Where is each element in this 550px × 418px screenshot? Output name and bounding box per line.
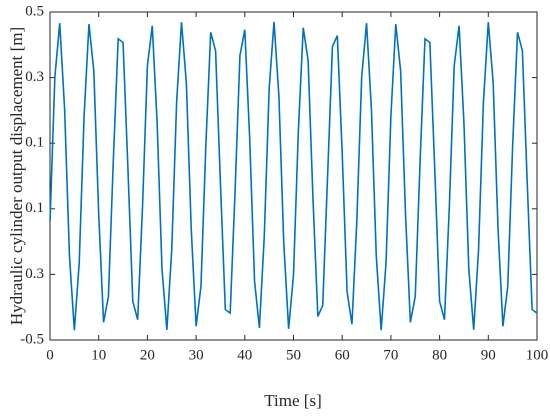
y-tick-label: 0.1 bbox=[25, 135, 44, 151]
y-tick-label: 0.5 bbox=[25, 3, 44, 19]
x-tick-label: 60 bbox=[335, 347, 350, 363]
x-tick-label: 70 bbox=[383, 347, 398, 363]
y-tick-label: 0.3 bbox=[25, 266, 44, 282]
y-tick-label: 0.1 bbox=[25, 200, 44, 216]
line bbox=[49, 21, 538, 331]
x-tick-label: 50 bbox=[286, 347, 301, 363]
y-axis-label: Hydraulic cylinder output displacement [… bbox=[7, 27, 26, 325]
x-tick-label: 80 bbox=[432, 347, 447, 363]
x-tick-label: 10 bbox=[91, 347, 106, 363]
y-tick-label: 0.3 bbox=[25, 69, 44, 85]
x-axis-label: Time [s] bbox=[264, 391, 321, 410]
x-tick-label: 40 bbox=[237, 347, 252, 363]
x-tick-label: 20 bbox=[140, 347, 155, 363]
y-tick-label: -0.5 bbox=[20, 331, 44, 347]
x-tick-label: 30 bbox=[189, 347, 204, 363]
x-tick-label: 100 bbox=[526, 347, 549, 363]
x-tick-label: 0 bbox=[46, 347, 54, 363]
x-tick-label: 90 bbox=[481, 347, 496, 363]
